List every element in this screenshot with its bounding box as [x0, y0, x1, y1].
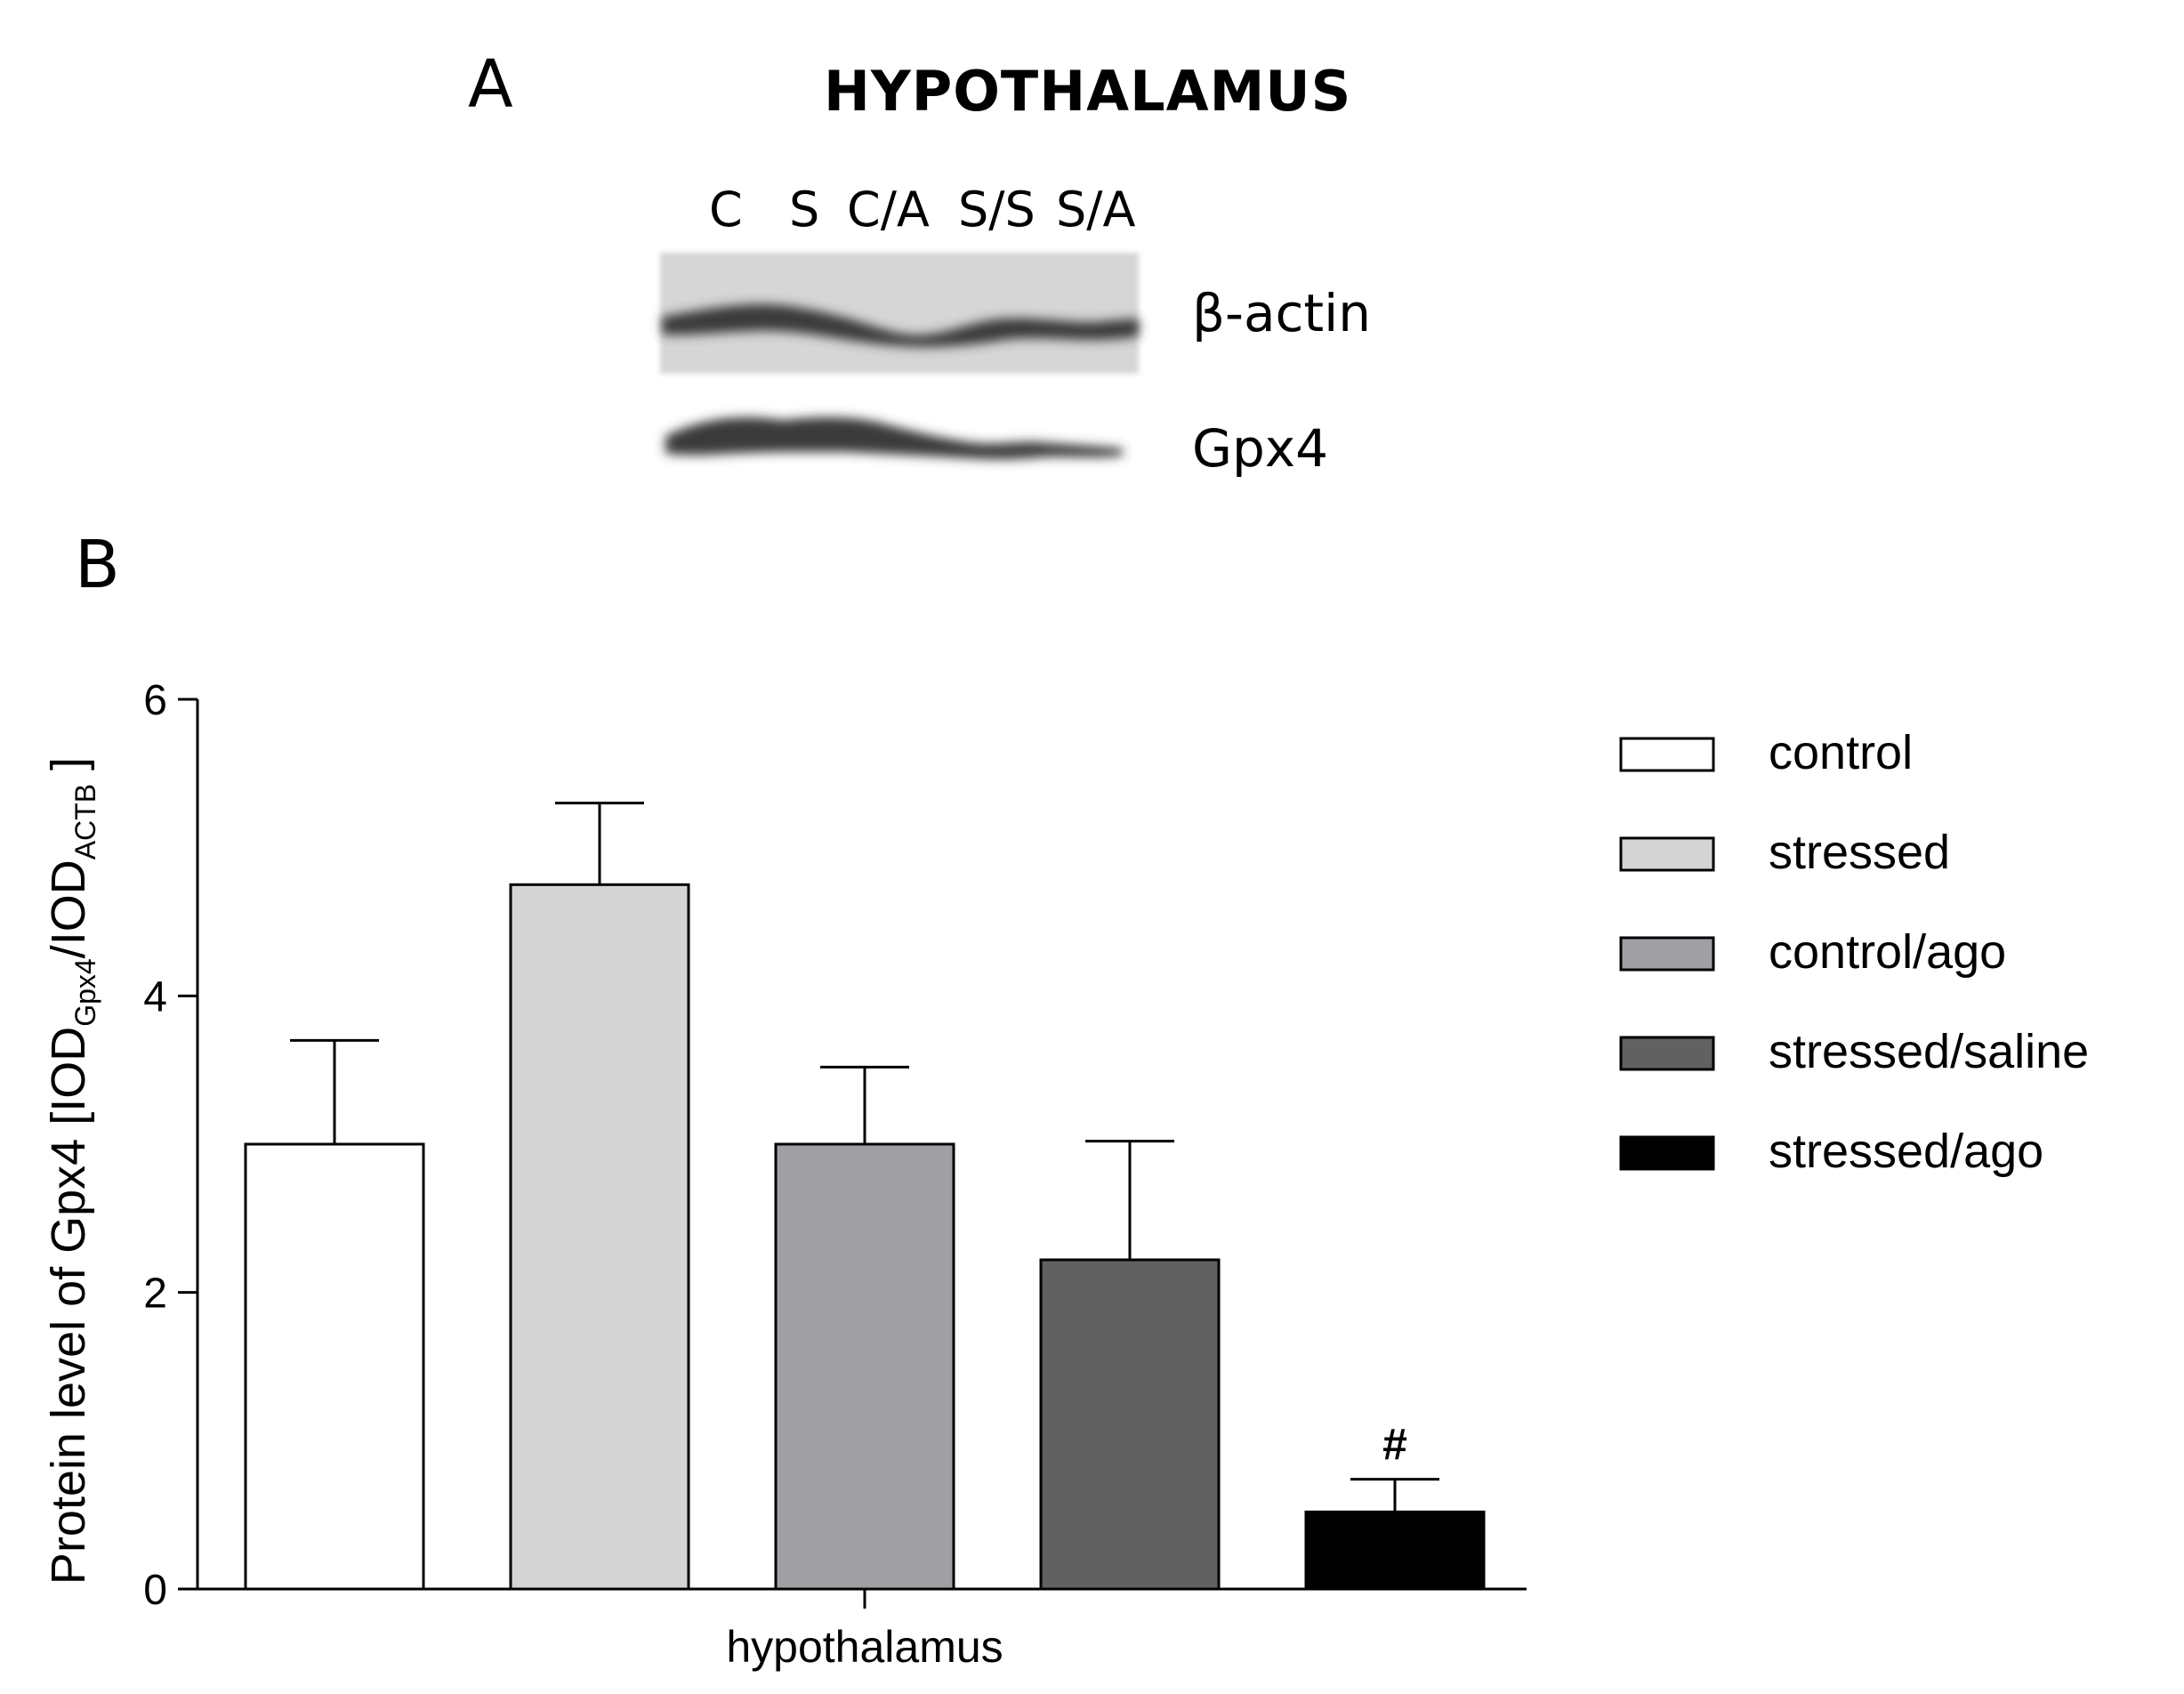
y-axis-label-end: ] — [42, 757, 95, 784]
chart-legend: control stressed control/ago stressed/salin… — [1619, 726, 2089, 1178]
lane-label-c: C — [709, 182, 743, 238]
y-tick-label: 2 — [143, 1270, 167, 1318]
band-label-beta-actin: β-actin — [1192, 283, 1371, 343]
band-label-gpx4: Gpx4 — [1192, 418, 1328, 479]
legend-swatch-2 — [1619, 836, 1715, 872]
chart-bars: # — [244, 802, 1486, 1591]
panel-b-letter: B — [75, 527, 120, 603]
legend-label-3: control/ago — [1769, 925, 2006, 979]
y-axis-label-main: Protein level of Gpx4 [IOD — [42, 1027, 95, 1585]
bar-1 — [244, 1142, 425, 1591]
bar-2 — [509, 883, 690, 1591]
lane-label-c-a: C/A — [847, 182, 930, 238]
bar-3 — [774, 1142, 955, 1591]
blot-gpx4 — [665, 416, 1123, 460]
panel-a-letter: A — [468, 46, 513, 123]
lane-label-s: S — [789, 182, 820, 238]
blot-title: HYPOTHALAMUS — [824, 59, 1352, 124]
lane-label-s-s: S/S — [958, 182, 1036, 238]
bar-chart: B 0 2 4 6 # control stressed control/ago stres… — [42, 527, 2089, 1672]
lane-label-s-a: S/A — [1056, 182, 1136, 238]
bar-4 — [1039, 1258, 1221, 1591]
legend-label-2: stressed — [1769, 826, 1950, 879]
legend-label-5: stressed/ago — [1769, 1125, 2043, 1178]
blot-beta-actin — [660, 253, 1139, 374]
y-tick-label: 4 — [143, 973, 167, 1020]
y-axis-label: Protein level of Gpx4 [IODGpx4/IODACTB ] — [42, 757, 101, 1585]
y-axis-label-mid: /IOD — [42, 859, 95, 958]
bar-5 — [1304, 1510, 1486, 1591]
legend-label-1: control — [1769, 726, 1913, 779]
y-tick-label: 0 — [143, 1567, 167, 1614]
legend-swatch-4 — [1619, 1036, 1715, 1071]
legend-label-4: stressed/saline — [1769, 1025, 2089, 1078]
y-tick-label: 6 — [143, 677, 167, 724]
significance-mark: # — [1382, 1420, 1407, 1470]
legend-swatch-1 — [1619, 737, 1715, 772]
legend-swatch-3 — [1619, 936, 1715, 972]
legend-swatch-5 — [1619, 1135, 1715, 1171]
y-axis-label-sub1: Gpx4 — [69, 958, 101, 1026]
y-axis-label-sub2: ACTB — [69, 784, 101, 859]
x-axis-label: hypothalamus — [726, 1622, 1003, 1672]
